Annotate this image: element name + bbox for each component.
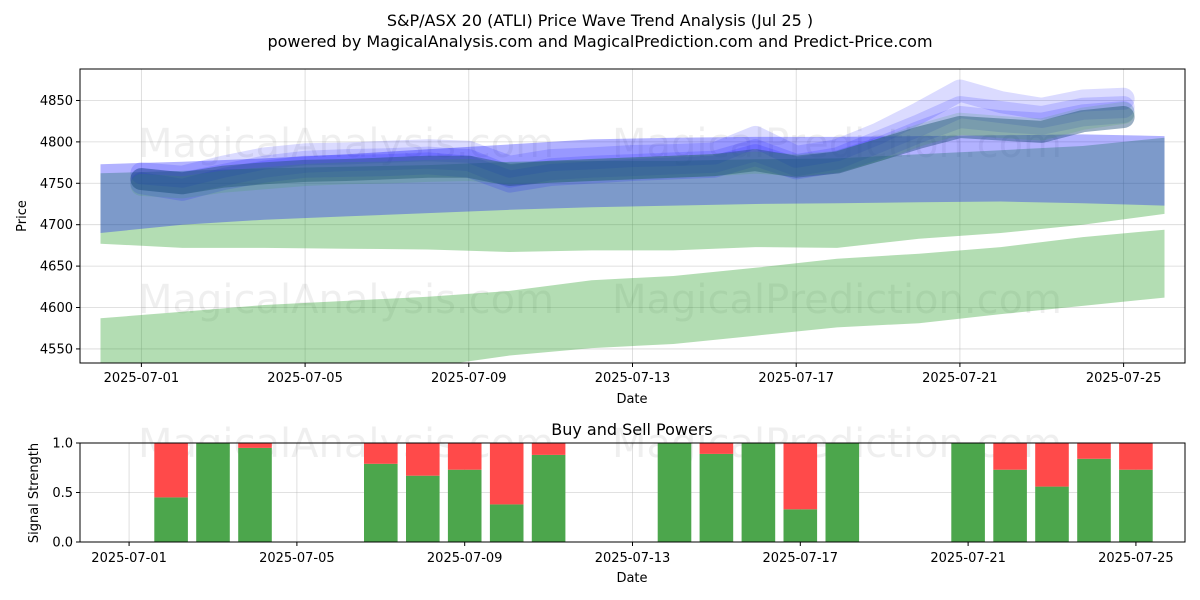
buy-power-bar [1119, 469, 1153, 542]
blue-wave-band [100, 134, 1165, 233]
sell-power-bar [993, 443, 1027, 470]
y-tick-label: 1.0 [52, 437, 73, 452]
buy-power-bar [657, 443, 692, 542]
signal-y-label: Signal Strength [27, 443, 42, 543]
wave-line-green [130, 101, 1135, 199]
watermark-text: MagicalPrediction.com [612, 277, 1062, 323]
sell-power-bar [783, 443, 818, 510]
price-grid [80, 69, 1185, 363]
signal-x-label: Date [616, 571, 647, 586]
wave-line-blue [130, 79, 1135, 188]
sell-power-bar [447, 443, 482, 470]
buy-power-bar [447, 469, 482, 542]
x-tick-label: 2025-07-05 [267, 371, 343, 386]
buy-power-bar [238, 447, 272, 542]
buy-power-bar [489, 504, 524, 542]
buy-power-bar [783, 509, 818, 542]
wave-line-blue [130, 101, 1135, 201]
sell-power-bar [1035, 443, 1069, 487]
x-tick-label: 2025-07-21 [922, 371, 998, 386]
y-tick-label: 4700 [40, 218, 73, 233]
signal-x-ticks: 2025-07-01 2025-07-05 2025-07-09 2025-07-13… [91, 542, 1174, 566]
buy-power-bar [1035, 486, 1069, 542]
x-tick-label: 2025-07-25 [1086, 371, 1162, 386]
price-watermarks: MagicalAnalysis.com MagicalPrediction.co… [138, 121, 1062, 323]
x-tick-label: 2025-07-13 [595, 371, 671, 386]
x-tick-label: 2025-07-13 [595, 551, 671, 566]
green-wave-band [100, 137, 1165, 252]
sell-power-bar [489, 443, 524, 505]
watermark-text: MagicalAnalysis.com [138, 121, 554, 167]
sell-power-bar [364, 443, 398, 464]
buy-power-bar [699, 453, 734, 542]
buy-power-bar [993, 469, 1027, 542]
sell-power-bar [699, 443, 734, 454]
price-x-label: Date [616, 392, 647, 407]
y-tick-label: 0.5 [52, 486, 73, 501]
sell-power-bar [1119, 443, 1153, 470]
x-tick-label: 2025-07-09 [427, 551, 503, 566]
signal-y-ticks: 0.0 0.5 1.0 [52, 437, 80, 551]
wave-line-blue [130, 96, 1135, 195]
buy-power-bar [196, 443, 230, 542]
sell-power-bar [531, 443, 566, 455]
signal-title: Buy and Sell Powers [551, 420, 713, 439]
buy-power-bar [741, 443, 776, 542]
buy-power-bar [1077, 458, 1111, 542]
price-plot-area [100, 79, 1165, 363]
x-tick-label: 2025-07-05 [259, 551, 335, 566]
buy-power-bar [951, 443, 985, 542]
signal-panel: Buy and Sell Powers MagicalAnalysis.com … [27, 420, 1186, 586]
chart-subtitle: powered by MagicalAnalysis.com and Magic… [267, 32, 932, 51]
sell-power-bar [238, 443, 272, 448]
wave-line-dark [130, 106, 1135, 195]
x-tick-label: 2025-07-17 [763, 551, 839, 566]
signal-plot-area [154, 443, 1153, 542]
watermark-text: MagicalAnalysis.com [138, 277, 554, 323]
price-panel: MagicalAnalysis.com MagicalPrediction.co… [15, 68, 1186, 407]
price-x-ticks: 2025-07-01 2025-07-05 2025-07-09 2025-07-13… [104, 363, 1162, 386]
sell-power-bar [406, 443, 440, 476]
x-tick-label: 2025-07-01 [91, 551, 167, 566]
x-tick-label: 2025-07-25 [1098, 551, 1174, 566]
x-tick-label: 2025-07-09 [431, 371, 507, 386]
price-y-ticks: 4550 4600 4650 4700 4750 4800 4850 [40, 94, 80, 357]
buy-power-bar [531, 454, 566, 542]
y-tick-label: 4750 [40, 177, 73, 192]
watermark-text: MagicalPrediction.com [612, 121, 1062, 167]
x-tick-label: 2025-07-21 [930, 551, 1006, 566]
x-tick-label: 2025-07-17 [758, 371, 834, 386]
y-tick-label: 0.0 [52, 536, 73, 551]
green-wave-band [100, 229, 1165, 363]
sell-power-bar [1077, 443, 1111, 459]
chart-title: S&P/ASX 20 (ATLI) Price Wave Trend Analy… [387, 11, 813, 30]
buy-power-bar [406, 475, 440, 542]
y-tick-label: 4650 [40, 260, 73, 275]
buy-power-bar [825, 443, 860, 542]
buy-power-bar [364, 463, 398, 542]
y-tick-label: 4850 [40, 94, 73, 109]
x-tick-label: 2025-07-01 [104, 371, 180, 386]
buy-power-bar [154, 497, 188, 542]
price-y-label: Price [15, 200, 30, 232]
y-tick-label: 4600 [40, 301, 73, 316]
y-tick-label: 4550 [40, 342, 73, 357]
y-tick-label: 4800 [40, 135, 73, 150]
sell-power-bar [154, 443, 188, 498]
